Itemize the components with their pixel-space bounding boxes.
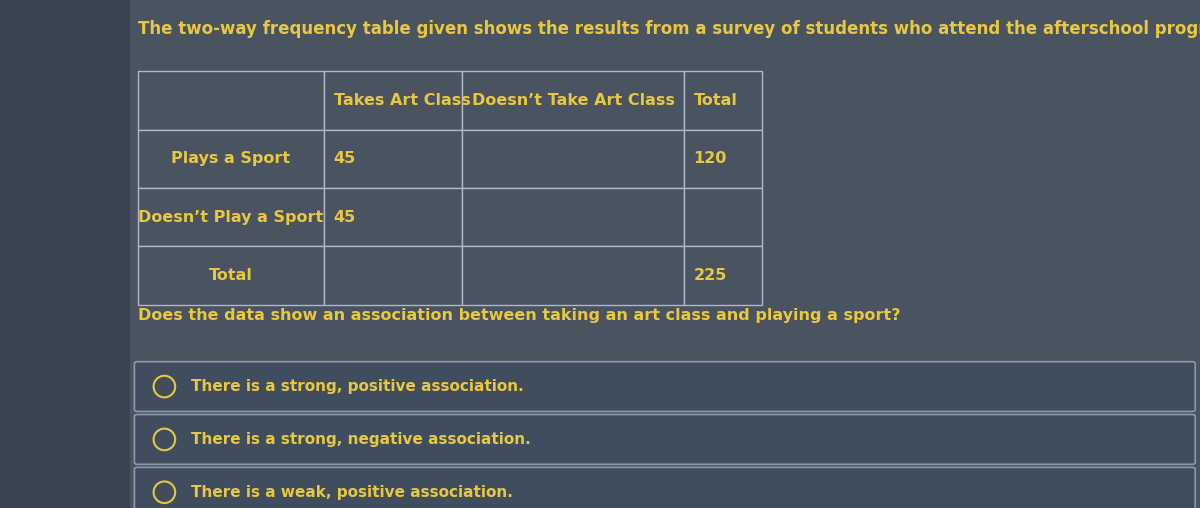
Bar: [138, 130, 324, 188]
FancyBboxPatch shape: [134, 415, 1195, 464]
FancyBboxPatch shape: [134, 362, 1195, 411]
Text: Total: Total: [209, 268, 253, 283]
Bar: [0, 0, 130, 508]
Bar: [324, 71, 462, 130]
FancyBboxPatch shape: [134, 467, 1195, 508]
Text: 120: 120: [694, 151, 727, 166]
Bar: [324, 246, 462, 305]
Text: 45: 45: [334, 210, 356, 225]
Text: Plays a Sport: Plays a Sport: [172, 151, 290, 166]
Bar: [462, 130, 684, 188]
Text: 45: 45: [334, 151, 356, 166]
Bar: [684, 188, 762, 246]
Bar: [324, 130, 462, 188]
Text: Total: Total: [694, 93, 738, 108]
Text: 225: 225: [694, 268, 727, 283]
Bar: [462, 188, 684, 246]
Text: There is a strong, negative association.: There is a strong, negative association.: [191, 432, 530, 447]
Bar: [138, 246, 324, 305]
Bar: [138, 188, 324, 246]
Text: There is a strong, positive association.: There is a strong, positive association.: [191, 379, 523, 394]
Text: Does the data show an association between taking an art class and playing a spor: Does the data show an association betwee…: [138, 307, 900, 323]
Bar: [138, 71, 324, 130]
Text: Doesn’t Play a Sport: Doesn’t Play a Sport: [138, 210, 324, 225]
Bar: [462, 71, 684, 130]
Bar: [684, 130, 762, 188]
Text: Takes Art Class: Takes Art Class: [334, 93, 470, 108]
Bar: [324, 188, 462, 246]
Text: Doesn’t Take Art Class: Doesn’t Take Art Class: [472, 93, 674, 108]
Bar: [462, 246, 684, 305]
Text: The two-way frequency table given shows the results from a survey of students wh: The two-way frequency table given shows …: [138, 20, 1200, 38]
Text: There is a weak, positive association.: There is a weak, positive association.: [191, 485, 512, 500]
Bar: [684, 246, 762, 305]
Bar: [684, 71, 762, 130]
